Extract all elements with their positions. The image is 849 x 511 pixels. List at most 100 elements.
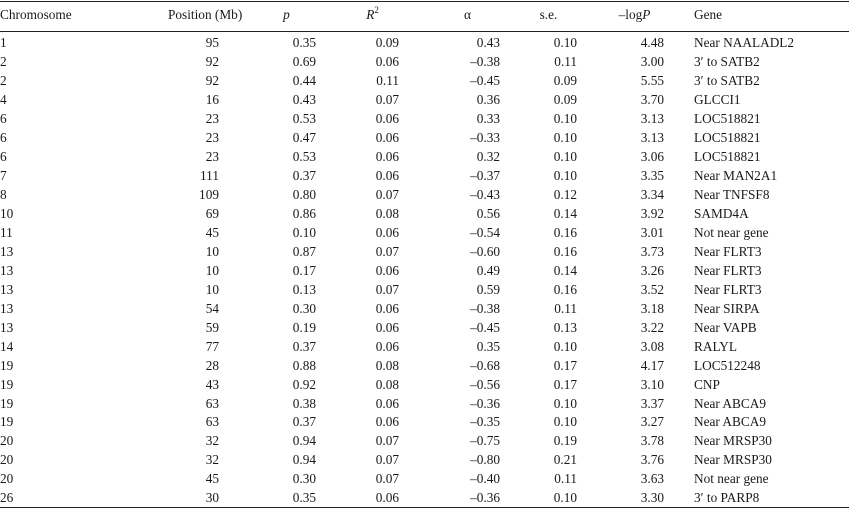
cell-se: 0.13 [553,319,577,335]
cell-chromosome: 19 [0,414,14,430]
table-row: 13 10 0.87 0.07 –0.60 0.16 3.73 Near FLRT3 [0,242,849,261]
cell-logp: 3.73 [640,243,664,259]
header-position: Position (Mb) [168,7,243,22]
cell-se: 0.19 [553,433,577,449]
cell-logp: 3.52 [640,281,664,297]
cell-logp: 3.10 [640,376,664,392]
cell-r2: 0.06 [375,338,399,354]
cell-se: 0.11 [554,300,577,316]
cell-logp: 3.13 [640,111,664,127]
cell-position: 63 [205,395,219,411]
cell-alpha: –0.45 [470,319,500,335]
cell-chromosome: 6 [0,130,7,146]
table-row: 13 59 0.19 0.06 –0.45 0.13 3.22 Near VAPB [0,318,849,337]
cell-alpha: –0.75 [470,433,500,449]
cell-alpha: –0.35 [470,414,500,430]
cell-chromosome: 13 [0,319,14,335]
cell-se: 0.12 [553,187,577,203]
cell-alpha: 0.59 [476,281,500,297]
cell-position: 10 [205,281,219,297]
cell-p: 0.53 [292,149,316,165]
header-r2-sup: 2 [374,5,379,15]
cell-gene: Near SIRPA [694,300,760,316]
cell-alpha: –0.54 [470,224,500,240]
cell-r2: 0.06 [375,319,399,335]
cell-r2: 0.06 [375,414,399,430]
cell-position: 69 [205,206,219,222]
table-row: 20 45 0.30 0.07 –0.40 0.11 3.63 Not near gene [0,470,849,489]
header-chromosome: Chromosome [0,7,72,22]
cell-p: 0.35 [292,490,316,506]
cell-chromosome: 7 [0,168,7,184]
cell-position: 10 [205,243,219,259]
cell-gene: Near FLRT3 [694,262,762,278]
cell-se: 0.10 [553,149,577,165]
cell-chromosome: 4 [0,92,7,108]
cell-logp: 3.00 [640,54,664,70]
header-r2-base: R [366,7,375,22]
cell-chromosome: 13 [0,281,14,297]
cell-position: 30 [205,490,219,506]
cell-chromosome: 1 [0,35,7,51]
table-row: 20 32 0.94 0.07 –0.75 0.19 3.78 Near MRSP30 [0,432,849,451]
table-row: 19 63 0.37 0.06 –0.35 0.10 3.27 Near ABCA9 [0,413,849,432]
cell-position: 23 [205,130,219,146]
cell-alpha: –0.36 [470,395,500,411]
cell-se: 0.14 [553,206,577,222]
header-alpha: α [464,7,471,22]
cell-p: 0.13 [292,281,316,297]
cell-r2: 0.07 [375,452,399,468]
cell-gene: LOC518821 [694,111,761,127]
cell-chromosome: 20 [0,471,14,487]
header-gene: Gene [694,7,723,22]
cell-position: 32 [205,452,219,468]
cell-alpha: –0.33 [470,130,500,146]
cell-p: 0.94 [292,452,316,468]
cell-r2: 0.06 [375,54,399,70]
cell-position: 77 [205,338,219,354]
cell-gene: 3′ to SATB2 [694,73,760,89]
cell-logp: 3.70 [640,92,664,108]
cell-alpha: –0.40 [470,471,500,487]
cell-position: 92 [205,54,219,70]
cell-r2: 0.07 [375,433,399,449]
table-row: 7 111 0.37 0.06 –0.37 0.10 3.35 Near MAN2A1 [0,167,849,186]
table-row: 26 30 0.35 0.06 –0.36 0.10 3.30 3′ to PARP8 [0,489,849,508]
header-logp-var: P [642,7,651,22]
cell-p: 0.80 [292,187,316,203]
cell-chromosome: 6 [0,111,7,127]
cell-gene: LOC518821 [694,130,761,146]
cell-position: 95 [205,35,219,51]
cell-position: 54 [205,300,219,316]
cell-position: 59 [205,319,219,335]
cell-gene: Near NAALADL2 [694,35,795,51]
cell-gene: RALYL [694,338,737,354]
table-header-row: Chromosome Position (Mb) p R2 α s.e. –lo… [0,5,849,25]
cell-r2: 0.06 [375,395,399,411]
cell-r2: 0.11 [376,73,399,89]
cell-chromosome: 20 [0,452,14,468]
cell-alpha: –0.68 [470,357,500,373]
cell-alpha: 0.32 [476,149,500,165]
cell-position: 45 [205,224,219,240]
header-r2: R2 [316,5,399,23]
cell-chromosome: 2 [0,73,7,89]
cell-alpha: –0.38 [470,300,500,316]
cell-p: 0.69 [292,54,316,70]
table-row: 19 28 0.88 0.08 –0.68 0.17 4.17 LOC512248 [0,356,849,375]
cell-r2: 0.06 [375,490,399,506]
cell-p: 0.43 [292,92,316,108]
table-bottom-rule [0,507,849,508]
table-row: 19 43 0.92 0.08 –0.56 0.17 3.10 CNP [0,375,849,394]
cell-p: 0.86 [292,206,316,222]
cell-chromosome: 8 [0,187,7,203]
cell-logp: 3.22 [640,319,664,335]
cell-se: 0.16 [553,281,577,297]
cell-gene: Near TNFSF8 [694,187,770,203]
table-row: 13 10 0.17 0.06 0.49 0.14 3.26 Near FLRT3 [0,261,849,280]
cell-gene: CNP [694,376,720,392]
cell-r2: 0.07 [375,243,399,259]
cell-logp: 3.76 [640,452,664,468]
cell-r2: 0.06 [375,224,399,240]
cell-r2: 0.07 [375,471,399,487]
